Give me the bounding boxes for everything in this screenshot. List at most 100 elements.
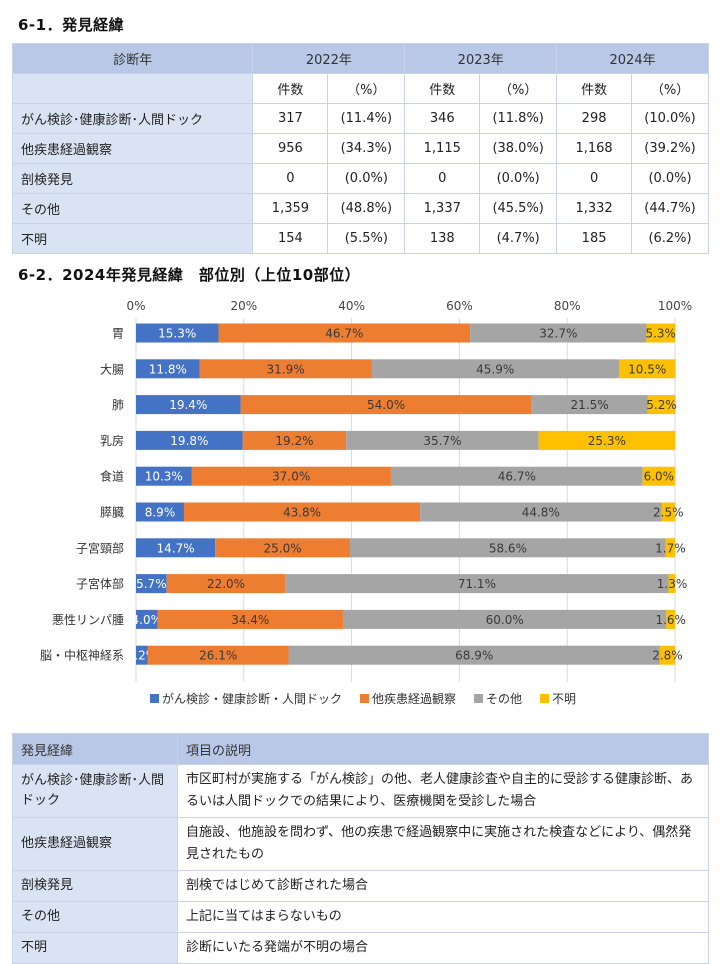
subheader-blank <box>11 73 254 104</box>
data-label: 68.9% <box>455 649 493 663</box>
definition-label: その他 <box>12 901 178 933</box>
cell-pct: (11.4%) <box>327 103 406 134</box>
discovery-table: 診断年 2022年 2023年 2024年 件数 （%） 件数 （%） 件数 （… <box>11 43 709 254</box>
bar-segment <box>618 359 676 379</box>
data-label: 54.0% <box>367 398 405 412</box>
legend-swatch <box>474 694 484 703</box>
chart-bars: 15.3% 46.7% 32.7% 5.3% 11.8% 31.9% 45.9% 10.5% 1… <box>127 323 688 665</box>
definition-table: 発見経緯 項目の説明 がん検診･健康診断･人間ドック 市区町村が実施する「がん検… <box>12 733 709 964</box>
bar-segment <box>665 538 675 558</box>
data-label: 31.9% <box>267 362 305 376</box>
cell-pct: (11.8%) <box>479 103 558 134</box>
definition-desc: 診断にいたる発端が不明の場合 <box>177 932 709 964</box>
legend-swatch <box>540 694 550 703</box>
bar-segment <box>240 395 532 415</box>
data-label: 1.7% <box>655 541 686 555</box>
data-label: 26.1% <box>199 649 237 663</box>
definition-header-desc: 項目の説明 <box>177 733 709 765</box>
cell-pct: (39.2%) <box>631 133 709 164</box>
data-label: 5.3% <box>645 327 676 341</box>
bar-segment <box>659 645 675 665</box>
category-label: 悪性リンパ腫 <box>52 613 124 627</box>
data-label: 25.0% <box>264 541 302 555</box>
cell-count: 1,115 <box>404 133 481 164</box>
bar-segment <box>136 502 184 522</box>
data-label: 10.3% <box>145 470 183 484</box>
bar-segment <box>157 609 343 629</box>
legend-label: その他 <box>486 692 522 706</box>
bar-segment <box>531 395 648 415</box>
x-tick-label: 80% <box>554 299 581 313</box>
x-tick-label: 100% <box>658 299 692 313</box>
bar-segment <box>371 359 619 379</box>
data-label: 1.3% <box>657 577 688 591</box>
cell-count: 956 <box>252 133 329 164</box>
row-label: 剖検発見 <box>11 163 254 194</box>
data-label: 5.7% <box>136 577 167 591</box>
data-label: 44.8% <box>522 506 560 520</box>
legend-label: 不明 <box>552 692 576 706</box>
cell-count: 138 <box>404 223 481 254</box>
cell-count: 298 <box>556 103 633 134</box>
data-label: 19.8% <box>170 434 208 448</box>
cell-count: 1,337 <box>404 193 481 224</box>
data-label: 1.6% <box>655 613 686 627</box>
definition-label: 剖検発見 <box>12 870 178 902</box>
data-label: 2.8% <box>652 649 683 663</box>
category-label: 食道 <box>100 469 124 484</box>
subheader-count: 件数 <box>252 73 329 104</box>
legend-swatch <box>150 694 159 703</box>
definition-row: その他 上記に当てはまらないもの <box>12 901 709 933</box>
bar-segment <box>147 645 289 665</box>
cell-count: 0 <box>404 163 481 194</box>
definition-header-label: 発見経緯 <box>12 733 178 765</box>
category-label: 胃 <box>112 327 124 341</box>
cell-pct: (6.2%) <box>631 223 709 254</box>
definition-label: 不明 <box>12 932 178 964</box>
row-label: その他 <box>11 193 254 224</box>
bar-segment <box>136 538 216 558</box>
data-label: 14.7% <box>157 541 195 555</box>
cell-pct: (10.0%) <box>631 103 709 134</box>
definition-row: 不明 診断にいたる発端が不明の場合 <box>12 932 709 964</box>
cell-count: 317 <box>252 103 329 134</box>
bar-segment <box>668 574 676 594</box>
cell-pct: (34.3%) <box>327 133 406 164</box>
section-title-discovery: 6-1．発見経緯 <box>18 16 125 34</box>
bar-segment <box>666 609 675 629</box>
definition-row: がん検診･健康診断･人間ドック 市区町村が実施する「がん検診」の他、老人健康診査… <box>12 764 709 818</box>
cell-count: 185 <box>556 223 633 254</box>
bar-segment <box>342 609 667 629</box>
subheader-pct: （%） <box>631 73 709 104</box>
data-label: 32.7% <box>539 327 577 341</box>
cell-count: 1,168 <box>556 133 633 164</box>
data-label: 37.0% <box>272 470 310 484</box>
data-label: 60.0% <box>486 613 524 627</box>
subheader-pct: （%） <box>479 73 558 104</box>
bar-segment <box>647 395 676 415</box>
bar-segment <box>288 645 660 665</box>
data-label: 22.0% <box>207 577 245 591</box>
bar-segment <box>646 323 675 343</box>
header-year-2022: 2022年 <box>252 43 406 74</box>
bar-segment <box>470 323 647 343</box>
x-tick-label: 20% <box>230 299 257 313</box>
category-label: 肺 <box>112 398 124 412</box>
subheader-pct: （%） <box>327 73 406 104</box>
bar-segment <box>166 574 286 594</box>
cell-pct: (4.7%) <box>479 223 558 254</box>
legend-swatch <box>360 694 370 703</box>
x-tick-label: 60% <box>446 299 473 313</box>
data-label: 5.2% <box>646 398 677 412</box>
data-label: 15.3% <box>158 327 196 341</box>
bar-segment <box>136 466 192 486</box>
data-label: 2.5% <box>653 506 684 520</box>
data-label: 6.0% <box>644 470 675 484</box>
table-header-row: 診断年 2022年 2023年 2024年 <box>11 43 709 74</box>
bar-segment <box>183 502 421 522</box>
row-label: がん検診･健康診断･人間ドック <box>11 103 254 134</box>
data-label: 19.2% <box>275 434 313 448</box>
definition-header-row: 発見経緯 項目の説明 <box>12 733 709 765</box>
table-subheader-row: 件数 （%） 件数 （%） 件数 （%） <box>11 73 709 104</box>
